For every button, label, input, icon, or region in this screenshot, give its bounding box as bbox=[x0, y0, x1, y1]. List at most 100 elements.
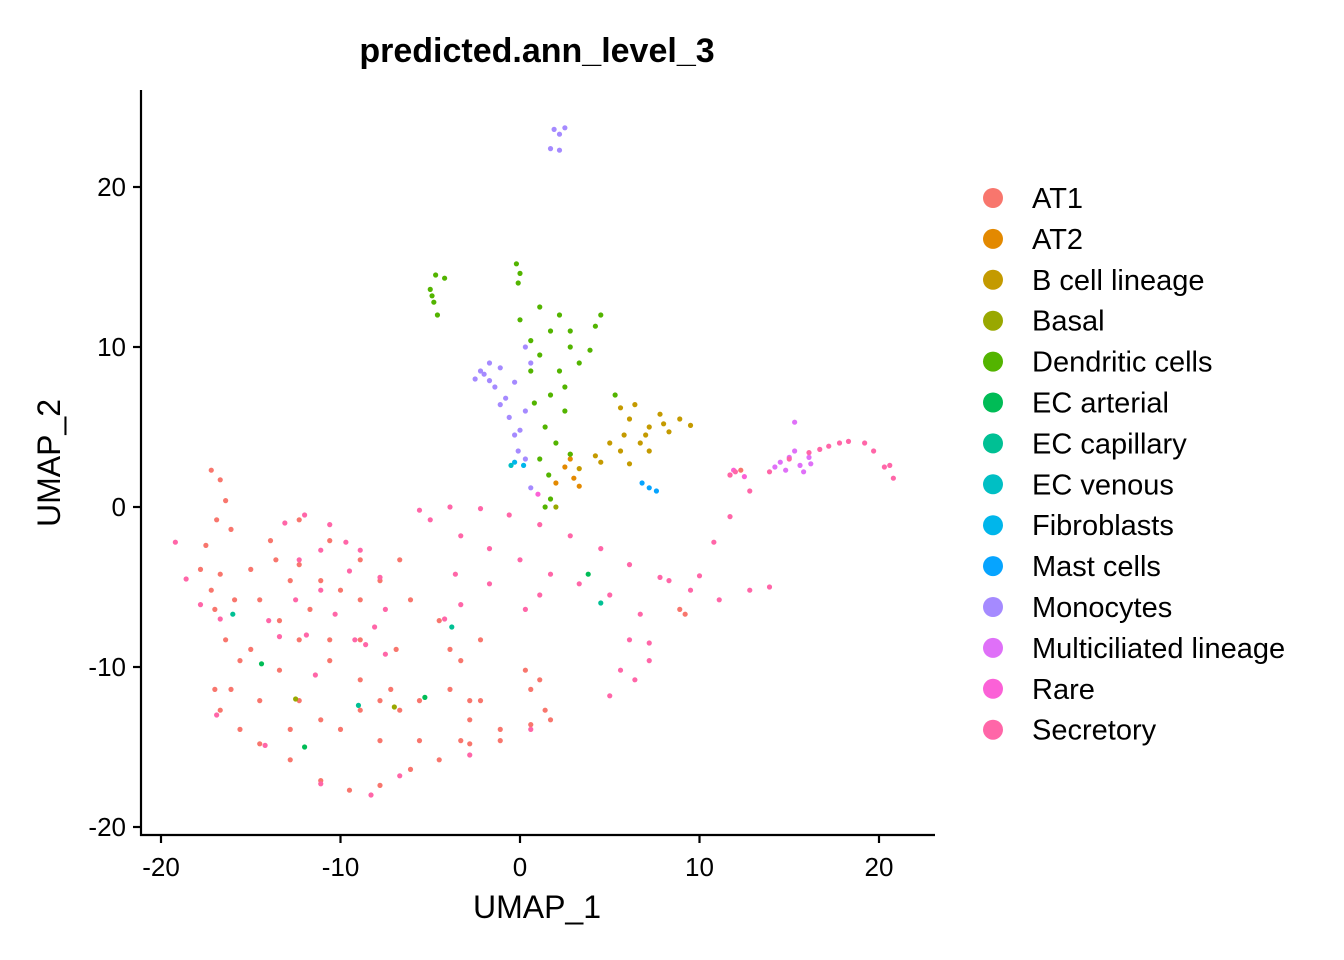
legend-key-dot bbox=[983, 719, 1003, 740]
point-monocytes bbox=[512, 379, 518, 385]
point-at1 bbox=[223, 637, 229, 643]
point-mast-cells bbox=[646, 485, 652, 491]
point-monocytes bbox=[528, 360, 534, 366]
point-ec-arterial bbox=[302, 744, 308, 750]
point-secretory bbox=[871, 448, 877, 454]
point-dendritic-cells bbox=[531, 400, 537, 406]
x-ticks: -20 -10 0 10 20 bbox=[142, 835, 893, 882]
legend-label: EC capillary bbox=[1032, 428, 1187, 460]
point-basal bbox=[553, 504, 559, 510]
point-mast-cells bbox=[639, 480, 645, 486]
point-at1 bbox=[208, 467, 214, 473]
x-tick-label: -20 bbox=[142, 852, 180, 882]
point-ec-capillary bbox=[355, 702, 362, 709]
point-rare bbox=[741, 474, 747, 480]
point-secretory bbox=[632, 677, 638, 683]
point-at1 bbox=[397, 557, 403, 563]
point-monocytes bbox=[551, 126, 557, 132]
point-dendritic-cells bbox=[598, 312, 604, 318]
point-secretory bbox=[296, 557, 302, 563]
point-secretory bbox=[517, 557, 523, 563]
legend-key-dot bbox=[983, 188, 1003, 208]
point-secretory bbox=[806, 450, 812, 456]
point-at1 bbox=[436, 757, 442, 763]
point-secretory bbox=[607, 592, 613, 598]
point-at2 bbox=[567, 456, 573, 462]
point-monocytes bbox=[486, 378, 493, 384]
point-secretory bbox=[217, 616, 223, 622]
legend-label: EC venous bbox=[1032, 469, 1174, 501]
point-secretory bbox=[382, 606, 388, 613]
point-secretory bbox=[346, 568, 353, 574]
legend-key-dot bbox=[983, 310, 1003, 331]
point-ec-arterial bbox=[258, 661, 265, 667]
point-rare bbox=[535, 491, 541, 497]
point-at1 bbox=[318, 578, 324, 584]
point-dendritic-cells bbox=[576, 360, 582, 366]
point-at1 bbox=[318, 717, 324, 723]
points-layer bbox=[172, 125, 896, 798]
point-at2 bbox=[576, 483, 582, 489]
point-at1 bbox=[677, 606, 683, 613]
point-at1 bbox=[357, 557, 363, 563]
point-ec-arterial bbox=[585, 571, 591, 577]
point-at1 bbox=[416, 698, 423, 704]
point-secretory bbox=[506, 512, 512, 518]
point-monocytes bbox=[556, 131, 563, 137]
point-dendritic-cells bbox=[431, 299, 437, 305]
point-at1 bbox=[458, 738, 464, 744]
point-at1 bbox=[467, 698, 473, 704]
legend-item: B cell lineage bbox=[983, 265, 1205, 297]
point-secretory bbox=[617, 667, 624, 673]
point-secretory bbox=[458, 533, 464, 539]
point-dendritic-cells bbox=[567, 328, 573, 334]
point-at1 bbox=[467, 717, 473, 723]
point-b-cell-lineage bbox=[626, 461, 633, 467]
point-secretory bbox=[598, 546, 604, 552]
point-secretory bbox=[826, 443, 832, 449]
point-secretory bbox=[382, 651, 388, 657]
point-monocytes bbox=[528, 485, 534, 491]
point-secretory bbox=[727, 472, 733, 478]
point-at1 bbox=[393, 646, 399, 653]
point-at1 bbox=[407, 597, 414, 603]
legend-item: EC venous bbox=[983, 469, 1174, 501]
legend-item: EC arterial bbox=[983, 388, 1169, 420]
point-secretory bbox=[528, 726, 534, 733]
point-secretory bbox=[486, 546, 493, 552]
point-monocytes bbox=[522, 456, 528, 462]
point-at1 bbox=[296, 517, 302, 523]
point-at1 bbox=[197, 566, 204, 573]
point-secretory bbox=[477, 506, 484, 512]
point-monocytes bbox=[512, 432, 518, 438]
point-mast-cells bbox=[653, 488, 660, 494]
point-at1 bbox=[276, 667, 283, 673]
point-at1 bbox=[257, 597, 263, 603]
point-at1 bbox=[377, 782, 383, 789]
point-secretory bbox=[452, 571, 458, 577]
legend-key-dot bbox=[983, 556, 1003, 577]
point-secretory bbox=[576, 581, 582, 587]
point-secretory bbox=[183, 576, 189, 582]
point-secretory bbox=[666, 578, 672, 584]
point-b-cell-lineage bbox=[626, 416, 633, 422]
point-monocytes bbox=[481, 371, 487, 377]
point-monocytes bbox=[497, 402, 503, 408]
x-tick-label: -10 bbox=[322, 852, 360, 882]
point-at1 bbox=[248, 646, 254, 653]
point-at1 bbox=[237, 726, 243, 733]
y-tick-label: 10 bbox=[97, 332, 126, 362]
point-at1 bbox=[497, 738, 503, 744]
point-at1 bbox=[217, 707, 223, 713]
point-at1 bbox=[296, 637, 302, 643]
legend-key-dot bbox=[983, 474, 1003, 495]
point-at1 bbox=[228, 686, 234, 693]
x-axis-title: UMAP_1 bbox=[473, 889, 601, 925]
legend-key-dot bbox=[983, 637, 1003, 658]
point-at1 bbox=[231, 597, 238, 603]
x-tick-label: 20 bbox=[865, 852, 894, 882]
legend-item: AT2 bbox=[983, 224, 1083, 256]
point-secretory bbox=[302, 512, 308, 518]
point-basal bbox=[293, 696, 299, 702]
point-secretory bbox=[343, 539, 349, 545]
